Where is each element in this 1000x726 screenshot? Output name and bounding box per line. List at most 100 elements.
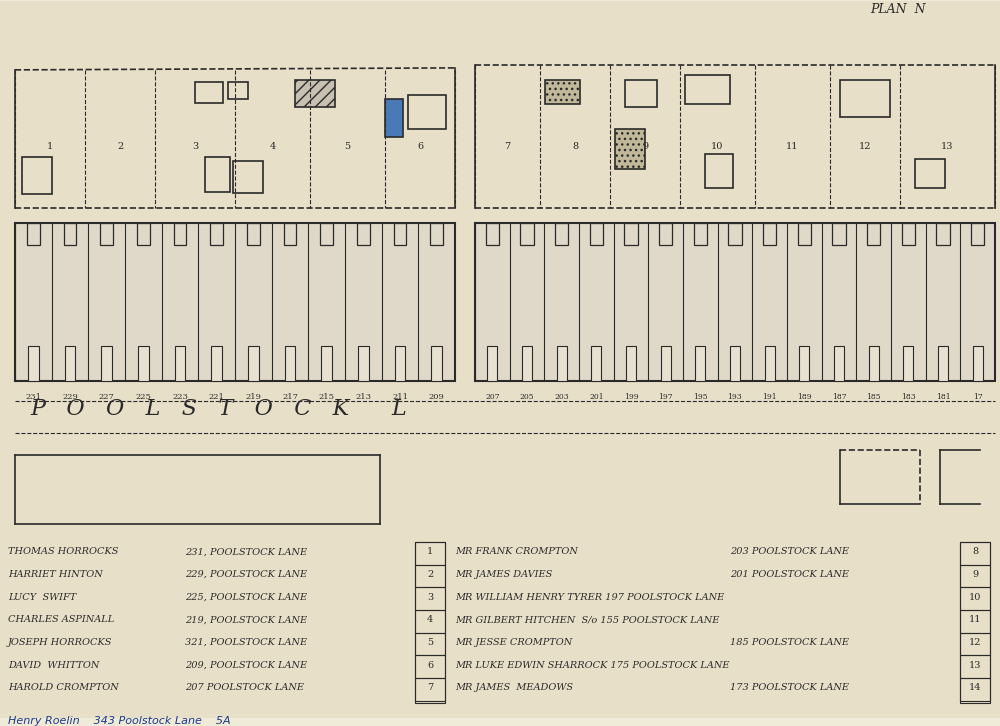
Bar <box>522 346 532 381</box>
Text: 199: 199 <box>624 393 638 401</box>
Bar <box>799 346 809 381</box>
Text: 12: 12 <box>859 142 871 152</box>
Text: 193: 193 <box>728 393 742 401</box>
Bar <box>415 565 445 587</box>
Text: HARRIET HINTON: HARRIET HINTON <box>8 570 103 579</box>
Text: Henry Roelin    343 Poolstock Lane    5A: Henry Roelin 343 Poolstock Lane 5A <box>8 716 231 725</box>
Bar <box>100 223 113 245</box>
Text: 3: 3 <box>427 592 433 602</box>
Text: MR WILLIAM HENRY TYRER 197 POOLSTOCK LANE: MR WILLIAM HENRY TYRER 197 POOLSTOCK LAN… <box>455 592 724 602</box>
Bar <box>28 346 39 381</box>
Bar <box>228 82 248 99</box>
Bar <box>284 223 296 245</box>
Text: 2: 2 <box>427 570 433 579</box>
Bar <box>615 129 645 168</box>
Text: MR JAMES  MEADOWS: MR JAMES MEADOWS <box>455 683 573 693</box>
Bar <box>520 223 534 245</box>
Bar <box>15 223 455 381</box>
Bar <box>590 223 603 245</box>
Text: 207: 207 <box>485 393 500 401</box>
Text: 221: 221 <box>209 393 225 401</box>
Text: 2: 2 <box>117 142 123 152</box>
Text: MR GILBERT HITCHEN  S/o 155 POOLSTOCK LANE: MR GILBERT HITCHEN S/o 155 POOLSTOCK LAN… <box>455 616 719 624</box>
Bar <box>357 223 370 245</box>
Text: 9: 9 <box>642 142 648 152</box>
Text: 209, POOLSTOCK LANE: 209, POOLSTOCK LANE <box>185 661 307 669</box>
Bar <box>475 223 995 381</box>
Text: THOMAS HORROCKS: THOMAS HORROCKS <box>8 547 118 556</box>
Bar <box>960 678 990 701</box>
Text: 7: 7 <box>427 683 433 693</box>
Bar <box>431 346 442 381</box>
Bar <box>233 160 263 193</box>
Bar <box>659 223 672 245</box>
Text: 17: 17 <box>973 393 983 401</box>
Bar <box>415 610 445 632</box>
Text: 5: 5 <box>344 142 351 152</box>
Bar <box>486 223 499 245</box>
Bar <box>661 346 671 381</box>
Bar <box>285 346 295 381</box>
Text: 1: 1 <box>47 142 53 152</box>
Bar <box>211 346 222 381</box>
Text: 191: 191 <box>762 393 777 401</box>
Bar <box>685 75 730 105</box>
Bar <box>730 346 740 381</box>
Bar <box>626 346 636 381</box>
Text: 219: 219 <box>245 393 261 401</box>
Text: P   O   O   L   S   T   O   C   K      L: P O O L S T O C K L <box>30 399 407 420</box>
Bar <box>624 223 638 245</box>
Bar <box>798 223 811 245</box>
Bar <box>210 223 223 245</box>
Text: 185 POOLSTOCK LANE: 185 POOLSTOCK LANE <box>730 638 849 647</box>
Text: 187: 187 <box>832 393 846 401</box>
Bar <box>834 346 844 381</box>
Text: 229, POOLSTOCK LANE: 229, POOLSTOCK LANE <box>185 570 307 579</box>
Text: 225: 225 <box>135 393 151 401</box>
Bar <box>902 223 915 245</box>
Text: 223: 223 <box>172 393 188 401</box>
Bar <box>248 346 259 381</box>
Text: 8: 8 <box>572 142 578 152</box>
Text: 8: 8 <box>972 547 978 556</box>
Text: 225, POOLSTOCK LANE: 225, POOLSTOCK LANE <box>185 592 307 602</box>
Text: LUCY  SWIFT: LUCY SWIFT <box>8 592 76 602</box>
Bar <box>960 632 990 656</box>
Text: 4: 4 <box>427 616 433 624</box>
Text: 195: 195 <box>693 393 708 401</box>
Text: 215: 215 <box>319 393 335 401</box>
Text: JOSEPH HORROCKS: JOSEPH HORROCKS <box>8 638 112 647</box>
Bar <box>938 346 948 381</box>
Text: 7: 7 <box>504 142 511 152</box>
Bar <box>695 346 705 381</box>
Text: MR FRANK CROMPTON: MR FRANK CROMPTON <box>455 547 578 556</box>
Bar <box>960 542 990 703</box>
Bar <box>867 223 880 245</box>
Text: 4: 4 <box>269 142 276 152</box>
Text: 6: 6 <box>417 142 423 152</box>
Text: MR JAMES DAVIES: MR JAMES DAVIES <box>455 570 552 579</box>
Bar <box>765 346 775 381</box>
Bar <box>915 159 945 188</box>
Text: 13: 13 <box>941 142 954 152</box>
Bar <box>545 80 580 105</box>
Bar <box>625 80 657 107</box>
Bar <box>415 656 445 678</box>
Bar <box>415 632 445 656</box>
Text: 209: 209 <box>429 393 445 401</box>
Bar <box>415 542 445 565</box>
Text: 213: 213 <box>355 393 371 401</box>
Bar <box>832 223 846 245</box>
Bar <box>394 223 406 245</box>
Text: 217: 217 <box>282 393 298 401</box>
Text: DAVID  WHITTON: DAVID WHITTON <box>8 661 99 669</box>
Bar <box>175 346 185 381</box>
Text: 227: 227 <box>99 393 115 401</box>
Bar <box>557 346 567 381</box>
Bar <box>408 94 446 129</box>
Bar <box>960 610 990 632</box>
Text: 173 POOLSTOCK LANE: 173 POOLSTOCK LANE <box>730 683 849 693</box>
Bar <box>247 223 260 245</box>
Bar <box>321 346 332 381</box>
Bar <box>960 656 990 678</box>
